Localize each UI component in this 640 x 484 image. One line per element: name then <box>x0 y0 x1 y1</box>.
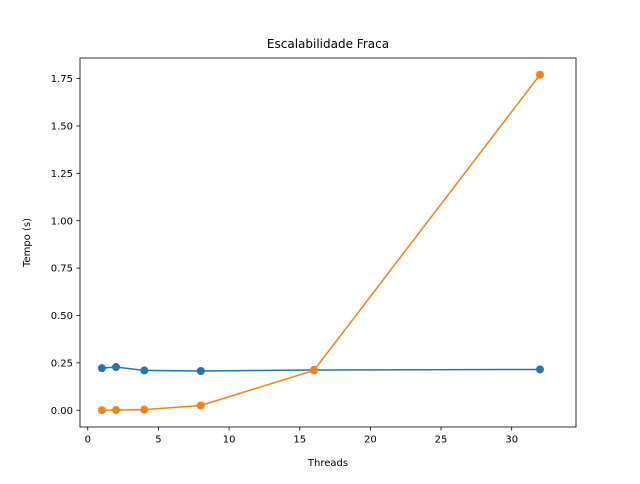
x-axis-label: Threads <box>307 458 348 469</box>
y-tick-label: 0.75 <box>51 264 73 275</box>
y-axis-label: Tempo (s) <box>22 218 33 268</box>
series-layer <box>97 70 544 415</box>
x-tick-label: 25 <box>435 435 448 446</box>
chart-title: Escalabilidade Fraca <box>267 37 389 51</box>
x-tick-label: 5 <box>155 435 161 446</box>
series-2-point <box>535 70 544 79</box>
series-1-point <box>196 366 205 375</box>
y-tick-label: 1.75 <box>51 74 73 85</box>
tick-layer: 0 5 10 15 20 25 30 0.00 0.25 0.50 0.75 1.00 1.25 1.50… <box>51 74 518 445</box>
y-tick-label: 0.50 <box>51 311 73 322</box>
y-tick-label: 0.25 <box>51 358 73 369</box>
series-1-point <box>535 365 544 374</box>
x-tick-label: 30 <box>505 435 518 446</box>
x-tick-label: 20 <box>364 435 377 446</box>
x-tick-label: 0 <box>85 435 91 446</box>
x-tick-label: 10 <box>223 435 236 446</box>
series-2-point <box>196 401 205 410</box>
y-tick-label: 1.50 <box>51 122 73 133</box>
series-2-point <box>140 405 149 414</box>
series-2-point <box>309 366 318 375</box>
series-1-point <box>140 366 149 375</box>
x-tick-label: 15 <box>293 435 306 446</box>
series-2-point <box>97 406 106 415</box>
series-1-point <box>112 363 121 372</box>
y-tick-label: 1.25 <box>51 169 73 180</box>
plot-area-frame <box>79 57 577 428</box>
series-2-point <box>112 406 121 415</box>
y-tick-label: 0.00 <box>51 406 73 417</box>
y-tick-label: 1.00 <box>51 216 73 227</box>
series-1-point <box>97 364 106 373</box>
